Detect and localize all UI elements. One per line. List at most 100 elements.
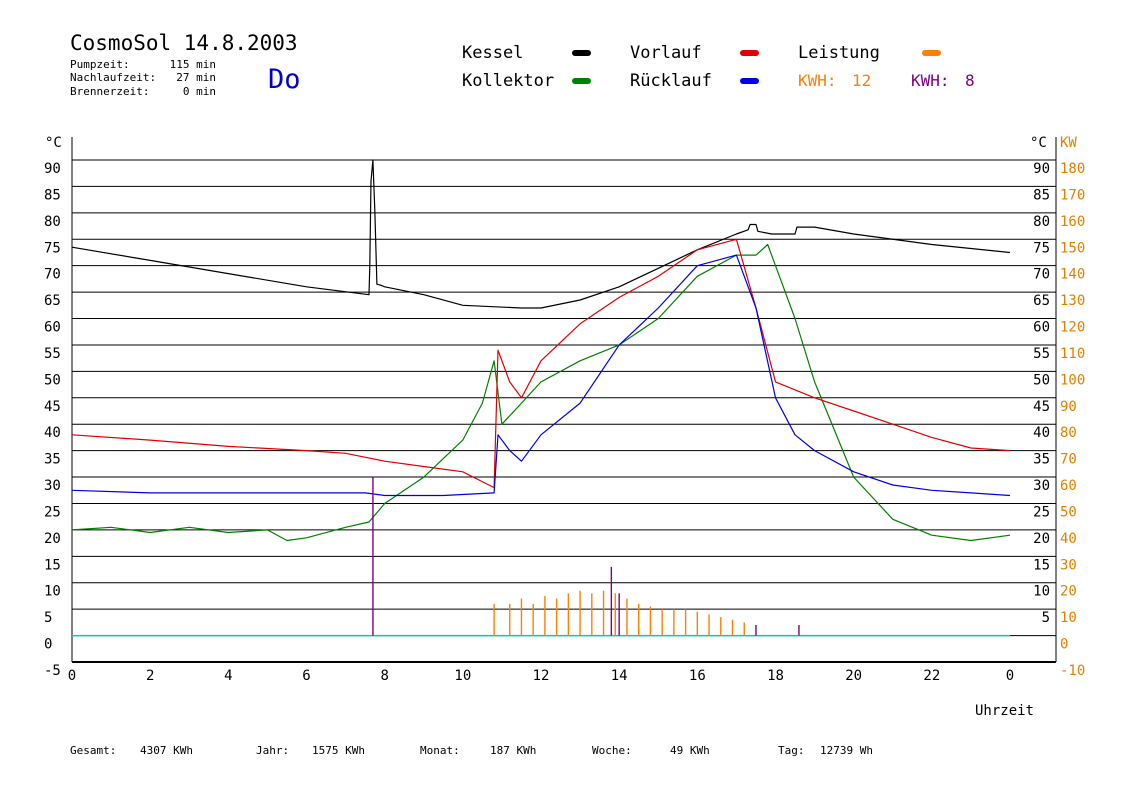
y-tick-right-c-15: 15 xyxy=(1033,557,1050,573)
legend-label-leistung: Leistung xyxy=(798,43,880,63)
y-tick-right-c-4: 70 xyxy=(1033,267,1050,283)
x-tick-3: 6 xyxy=(302,668,310,684)
y-tick-right-kw-13: 50 xyxy=(1060,504,1077,520)
legend-label-vorlauf: Vorlauf xyxy=(630,43,702,63)
grid-layer xyxy=(71,137,1057,663)
y-tick-left-13: 25 xyxy=(44,504,61,520)
footer-tag-value: 12739 Wh xyxy=(820,744,873,757)
right-axis-unit-kw: KW xyxy=(1060,135,1077,151)
y-tick-left-12: 30 xyxy=(44,478,61,494)
y-tick-right-kw-10: 80 xyxy=(1060,425,1077,441)
y-tick-right-kw-6: 120 xyxy=(1060,320,1085,336)
x-tick-7: 14 xyxy=(611,668,628,684)
footer-gesamt-value: 4307 KWh xyxy=(140,744,193,757)
y-tick-right-kw-14: 40 xyxy=(1060,531,1077,547)
x-tick-1: 2 xyxy=(146,668,154,684)
y-tick-left-16: 10 xyxy=(44,584,61,600)
x-tick-5: 10 xyxy=(454,668,471,684)
y-tick-right-kw-7: 110 xyxy=(1060,346,1085,362)
x-tick-0: 0 xyxy=(68,668,76,684)
kwh-value-orange: 12 xyxy=(852,71,871,90)
y-tick-right-c-14: 20 xyxy=(1033,531,1050,547)
x-tick-10: 20 xyxy=(845,668,862,684)
x-tick-12: 0 xyxy=(1006,668,1014,684)
kwh-label-purple: KWH: xyxy=(911,71,950,90)
y-tick-left-1: 85 xyxy=(44,187,61,203)
footer-jahr-value: 1575 KWh xyxy=(312,744,365,757)
y-tick-left-17: 5 xyxy=(44,610,52,626)
legend-swatch-vorlauf xyxy=(740,50,759,56)
y-tick-right-kw-17: 10 xyxy=(1060,610,1077,626)
y-tick-right-kw-15: 30 xyxy=(1060,557,1077,573)
stat-label-pumpzeit: Pumpzeit: xyxy=(70,58,130,71)
y-tick-right-kw-19: -10 xyxy=(1060,663,1085,679)
stat-label-brennerzeit: Brennerzeit: xyxy=(70,85,149,98)
x-tick-6: 12 xyxy=(533,668,550,684)
y-tick-right-kw-8: 100 xyxy=(1060,372,1085,388)
y-tick-left-10: 40 xyxy=(44,425,61,441)
y-tick-right-c-3: 75 xyxy=(1033,240,1050,256)
y-tick-left-7: 55 xyxy=(44,346,61,362)
y-tick-left-18: 0 xyxy=(44,637,52,653)
y-tick-left-5: 65 xyxy=(44,293,61,309)
left-axis-unit: °C xyxy=(45,135,62,151)
footer-tag-label: Tag: xyxy=(778,744,805,757)
y-tick-right-c-10: 40 xyxy=(1033,425,1050,441)
y-tick-right-c-1: 85 xyxy=(1033,187,1050,203)
y-tick-right-c-2: 80 xyxy=(1033,214,1050,230)
y-tick-left-3: 75 xyxy=(44,240,61,256)
right-axis-unit-c: °C xyxy=(1030,135,1047,151)
stat-value-nachlaufzeit: 27 min xyxy=(176,71,216,84)
y-tick-right-kw-11: 70 xyxy=(1060,452,1077,468)
y-tick-right-kw-1: 170 xyxy=(1060,187,1085,203)
footer-woche-value: 49 KWh xyxy=(670,744,710,757)
y-tick-right-kw-3: 150 xyxy=(1060,240,1085,256)
y-tick-left-0: 90 xyxy=(44,161,61,177)
y-tick-right-c-6: 60 xyxy=(1033,320,1050,336)
x-tick-11: 22 xyxy=(923,668,940,684)
y-tick-right-c-11: 35 xyxy=(1033,452,1050,468)
y-tick-right-c-17: 5 xyxy=(1042,610,1050,626)
y-tick-right-c-16: 10 xyxy=(1033,584,1050,600)
y-tick-left-15: 15 xyxy=(44,557,61,573)
footer-monat-label: Monat: xyxy=(420,744,460,757)
tick-layer: 908580757065605550454035302520151050-590… xyxy=(44,161,1085,684)
y-tick-right-kw-4: 140 xyxy=(1060,267,1085,283)
y-tick-right-c-7: 55 xyxy=(1033,346,1050,362)
series-line-rcklauf xyxy=(71,254,1011,497)
stat-label-nachlaufzeit: Nachlaufzeit: xyxy=(70,71,156,84)
y-tick-left-2: 80 xyxy=(44,214,61,230)
y-tick-left-4: 70 xyxy=(44,267,61,283)
series-line-kessel xyxy=(71,159,1011,309)
y-tick-left-14: 20 xyxy=(44,531,61,547)
y-tick-right-c-8: 50 xyxy=(1033,372,1050,388)
legend-label-kollektor: Kollektor xyxy=(462,71,554,91)
x-tick-2: 4 xyxy=(224,668,232,684)
stat-value-brennerzeit: 0 min xyxy=(183,85,216,98)
y-tick-right-kw-16: 20 xyxy=(1060,584,1077,600)
kwh-label-orange: KWH: xyxy=(798,71,837,90)
series-line-kollektor xyxy=(71,243,1011,542)
footer-woche-label: Woche: xyxy=(592,744,632,757)
y-tick-right-kw-5: 130 xyxy=(1060,293,1085,309)
x-tick-8: 16 xyxy=(689,668,706,684)
x-tick-4: 8 xyxy=(380,668,388,684)
y-tick-right-kw-18: 0 xyxy=(1060,637,1068,653)
y-tick-left-8: 50 xyxy=(44,372,61,388)
y-tick-left-19: -5 xyxy=(44,663,61,679)
series-layer xyxy=(71,159,1011,637)
y-tick-right-c-12: 30 xyxy=(1033,478,1050,494)
series-line-vorlauf xyxy=(71,238,1011,489)
legend-swatch-kollektor xyxy=(572,78,591,84)
legend-swatch-ruecklauf xyxy=(740,78,759,84)
footer-monat-value: 187 KWh xyxy=(490,744,536,757)
y-tick-right-c-9: 45 xyxy=(1033,399,1050,415)
legend-swatch-leistung xyxy=(922,50,941,56)
weekday-label: Do xyxy=(268,64,301,95)
stat-value-pumpzeit: 115 min xyxy=(170,58,216,71)
kwh-value-purple: 8 xyxy=(965,71,975,90)
x-axis-label: Uhrzeit xyxy=(975,703,1034,719)
x-tick-9: 18 xyxy=(767,668,784,684)
y-tick-right-c-5: 65 xyxy=(1033,293,1050,309)
